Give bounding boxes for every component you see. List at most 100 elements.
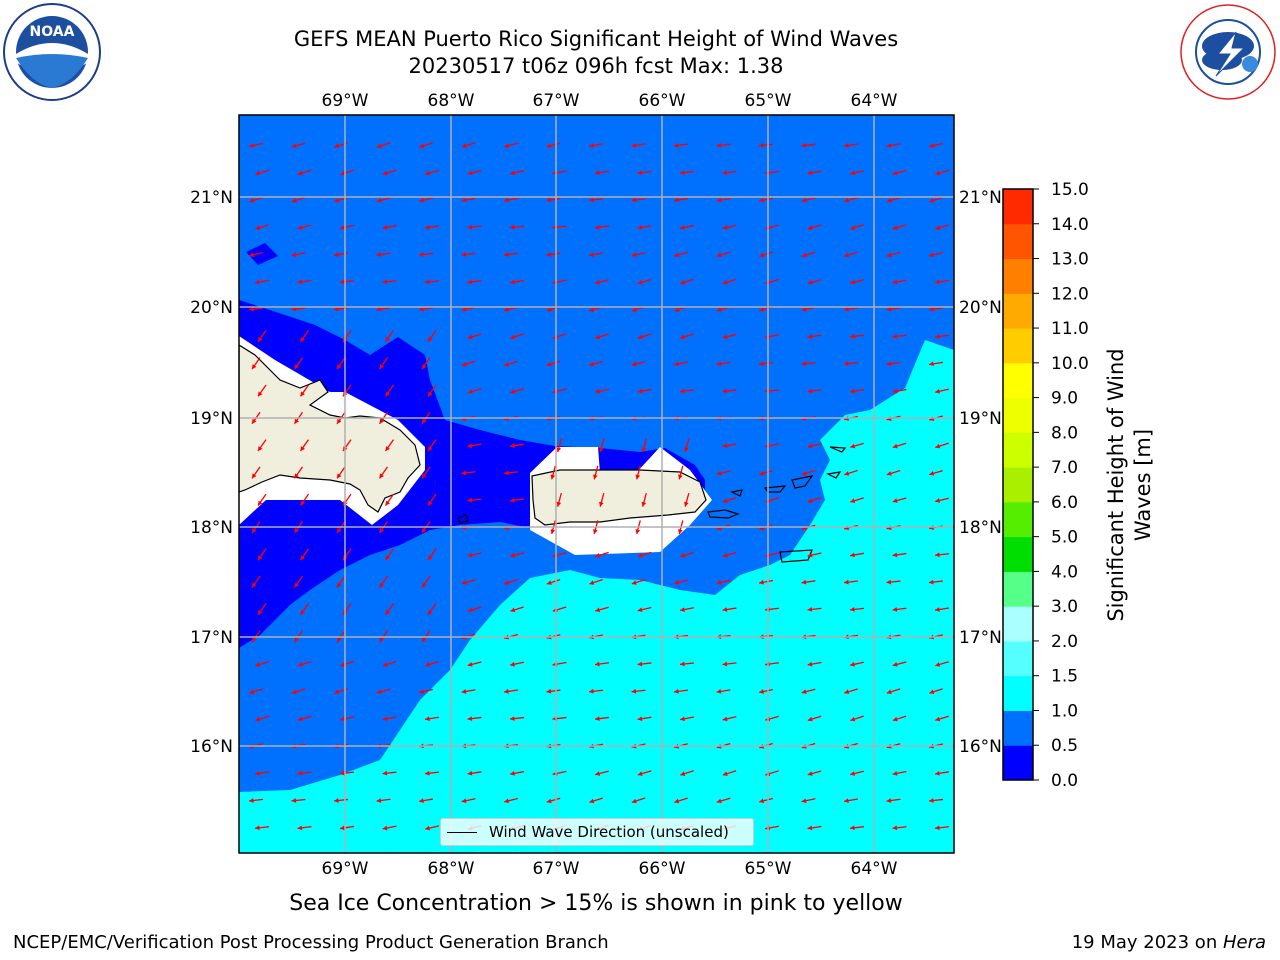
wind-wave-arrowhead: [297, 225, 303, 230]
colorbar-tick-label: 0.5: [1051, 736, 1078, 756]
colorbar-tick-label: 1.0: [1051, 701, 1078, 721]
wind-wave-arrowhead: [680, 280, 686, 285]
wind-wave-arrowhead: [257, 555, 263, 561]
wind-wave-arrowhead: [421, 582, 427, 588]
wind-wave-arrowhead: [336, 582, 342, 588]
wind-wave-arrowhead: [589, 197, 594, 203]
wind-wave-arrowhead: [421, 637, 427, 643]
wind-wave-arrowhead: [929, 798, 934, 803]
colorbar-frame: [1002, 188, 1034, 781]
wind-wave-arrowhead: [595, 716, 600, 722]
legend-line-icon: [447, 831, 477, 833]
wind-wave-arrowhead: [255, 225, 261, 230]
wind-wave-arrowhead: [807, 334, 813, 339]
wind-wave-arrowhead: [935, 825, 940, 831]
wind-wave-arrowhead: [546, 361, 552, 367]
wind-wave-arrowhead: [550, 529, 556, 534]
wind-wave-arrowhead: [385, 391, 390, 397]
wind-wave-arrowhead: [850, 225, 856, 230]
wind-wave-arrowhead: [297, 279, 303, 285]
wind-wave-arrowhead: [886, 471, 892, 476]
map-gridlines: [239, 115, 954, 853]
wind-wave-arrowhead: [376, 306, 382, 312]
wind-wave-arrowhead: [929, 143, 934, 148]
colorbar-tick-label: 6.0: [1051, 493, 1078, 513]
wind-wave-arrowhead: [419, 143, 425, 149]
wind-wave-arrowhead: [461, 689, 467, 694]
wind-wave-arrowhead: [680, 225, 685, 230]
wind-wave-arrowhead: [722, 716, 728, 722]
wind-wave-arrowhead: [850, 443, 856, 449]
wind-wave-arrowhead: [674, 197, 679, 203]
wind-wave-arrowhead: [376, 197, 382, 203]
wind-wave-arrowhead: [807, 388, 813, 394]
wind-wave-arrowhead: [722, 661, 728, 667]
wind-wave-arrow: [304, 852, 306, 853]
legend-label: Wind Wave Direction (unscaled): [489, 823, 729, 841]
wind-wave-arrowhead: [385, 555, 390, 561]
wind-wave-arrowhead: [844, 689, 850, 695]
wind-wave-arrowhead: [334, 198, 340, 203]
wind-wave-arrowhead: [334, 689, 340, 695]
colorbar-tick-label: 3.0: [1051, 597, 1078, 617]
wind-wave-arrowhead: [379, 637, 384, 643]
wind-wave-arrowhead: [886, 689, 892, 695]
wind-wave-arrowhead: [641, 501, 647, 507]
wind-wave-arrowhead: [935, 225, 941, 230]
wind-wave-arrowhead: [385, 336, 390, 342]
wind-wave-arrowhead: [255, 770, 260, 776]
wind-wave-arrowhead: [886, 143, 892, 148]
wind-wave-arrowhead: [892, 333, 898, 339]
wind-wave-arrowhead: [886, 579, 892, 585]
wind-wave-arrowhead: [251, 364, 257, 370]
wind-wave-arrowhead: [892, 825, 898, 831]
wind-wave-arrowhead: [759, 470, 765, 476]
wind-wave-arrowhead: [637, 771, 643, 776]
wind-wave-arrowhead: [461, 361, 467, 367]
wind-wave-arrowhead: [427, 336, 433, 342]
wind-wave-arrowhead: [716, 798, 722, 804]
wind-wave-arrowhead: [291, 798, 297, 803]
wind-wave-arrowhead: [510, 661, 515, 667]
wind-wave-arrowhead: [892, 170, 898, 176]
wind-wave-arrowhead: [680, 170, 685, 175]
wind-wave-arrowhead: [674, 798, 680, 804]
colorbar-segment: [1003, 328, 1033, 364]
wind-wave-arrowhead: [850, 661, 855, 667]
wind-wave-arrowhead: [680, 607, 685, 612]
wind-wave-arrowhead: [421, 364, 427, 370]
wind-wave-arrowhead: [336, 418, 342, 424]
wind-wave-arrowhead: [379, 473, 384, 479]
wind-wave-arrowhead: [637, 661, 643, 667]
wind-wave-arrowhead: [546, 688, 552, 694]
wind-wave-arrowhead: [807, 552, 813, 558]
wind-wave-arrowhead: [637, 279, 643, 285]
wind-wave-arrowhead: [421, 418, 427, 424]
wind-wave-arrowhead: [595, 552, 601, 558]
colorbar-tick-label: 7.0: [1051, 458, 1078, 478]
wave-band-10-15: [239, 340, 954, 853]
colorbar-tick-label: 8.0: [1051, 423, 1078, 443]
wind-wave-arrowhead: [844, 361, 849, 367]
wind-wave-arrowhead: [419, 853, 424, 858]
wind-wave-arrowhead: [419, 689, 424, 694]
noaa-logo-icon: NOAA: [3, 3, 101, 101]
wind-wave-arrowhead: [510, 224, 515, 230]
wind-wave-arrowhead: [421, 473, 427, 479]
wind-wave-arrowhead: [637, 170, 643, 175]
wind-wave-arrowhead: [637, 334, 643, 340]
wind-wave-arrowhead: [595, 170, 600, 176]
wind-wave-arrowhead: [807, 225, 813, 230]
wind-wave-arrowhead: [251, 418, 257, 424]
wind-wave-arrowhead: [850, 552, 855, 558]
wind-wave-arrowhead: [291, 143, 297, 148]
wind-wave-arrowhead: [255, 279, 260, 285]
wind-wave-arrowhead: [722, 388, 728, 394]
wind-wave-arrowhead: [255, 662, 261, 667]
wind-wave-arrowhead: [510, 279, 515, 285]
wind-wave-arrowhead: [929, 689, 935, 695]
wind-wave-arrowhead: [850, 388, 855, 394]
colorbar-segment: [1003, 710, 1033, 746]
wind-wave-arrowhead: [334, 252, 339, 257]
wind-wave-arrowhead: [599, 501, 604, 507]
